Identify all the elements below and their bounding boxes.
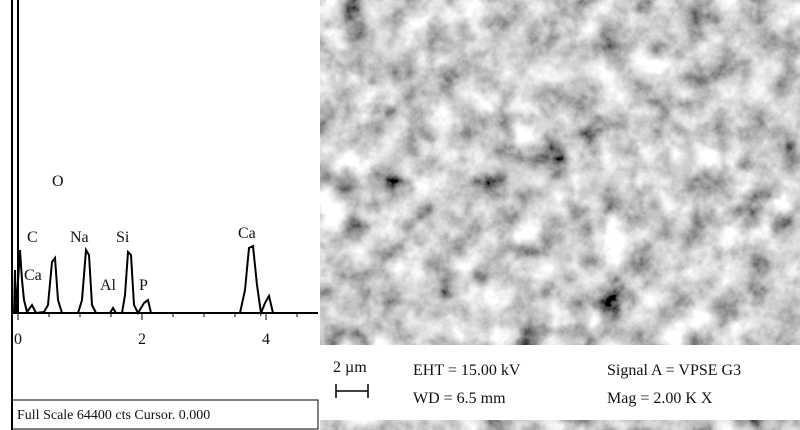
x-tick-label: 4 bbox=[262, 331, 270, 348]
info-box bbox=[320, 345, 800, 420]
signal: Signal A = VPSE G3 bbox=[607, 362, 741, 379]
micrograph-panel: 2 µm EHT = 15.00 kV WD = 6.5 mm Signal A… bbox=[320, 0, 800, 430]
mag: Mag = 2.00 K X bbox=[607, 390, 713, 407]
x-tick-label: 2 bbox=[138, 331, 146, 348]
eht: EHT = 15.00 kV bbox=[413, 362, 521, 379]
scale-bar-label: 2 µm bbox=[333, 359, 367, 376]
x-tick-label: 0 bbox=[14, 331, 22, 348]
peak-label: P bbox=[139, 277, 148, 294]
spectrum-background bbox=[0, 0, 318, 430]
peak-label: Ca bbox=[24, 267, 42, 284]
wd: WD = 6.5 mm bbox=[413, 390, 506, 407]
spectrum-panel: O C Ca Na Si Al P Ca 0 2 4 Full Scale 64… bbox=[0, 0, 318, 430]
figure: O C Ca Na Si Al P Ca 0 2 4 Full Scale 64… bbox=[0, 0, 800, 430]
peak-label: Si bbox=[116, 229, 130, 246]
peak-label: Ca bbox=[238, 225, 256, 242]
peak-label: Na bbox=[70, 229, 89, 246]
peak-label: Al bbox=[100, 277, 117, 294]
peak-label: O bbox=[52, 173, 64, 190]
footer-text: Full Scale 64400 cts Cursor. 0.000 bbox=[17, 408, 210, 423]
peak-label: C bbox=[27, 229, 38, 246]
